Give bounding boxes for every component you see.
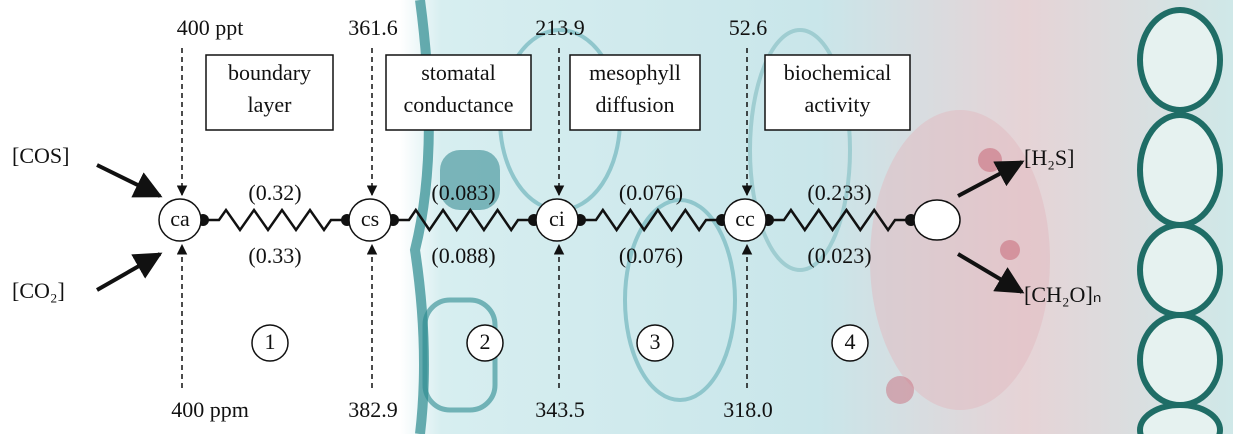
input-label: [CO₂] [12,278,65,303]
stage-box [569,54,701,131]
bottom-value: 343.5 [535,397,585,422]
output-arrow [956,252,1025,294]
resistance-bottom: (0.023) [807,243,871,268]
top-value: 361.6 [348,15,398,40]
stage-number: 1 [265,329,276,354]
resistance-top: (0.32) [248,180,301,205]
stage-number: 2 [480,329,491,354]
top-value: 52.6 [729,15,768,40]
resistor [391,207,536,233]
input-label: [COS] [12,143,69,168]
input-arrow [96,252,163,292]
stage-number: 4 [845,329,856,354]
node [535,198,579,242]
stage-box [764,54,911,131]
resistance-bottom: (0.33) [248,243,301,268]
bottom-value: 400 ppm [171,397,249,422]
output-label: [CH₂O]ₙ [1024,282,1102,307]
node-label: ca [170,206,190,231]
top-value: 213.9 [535,15,585,40]
node-label: ci [549,206,565,231]
node [158,198,202,242]
bottom-value: 318.0 [723,397,773,422]
stage-label: activity [805,92,871,117]
output-label: [H₂S] [1024,145,1074,170]
output-arrow [957,160,1025,198]
stage-circle [636,324,674,362]
resistor [578,207,724,233]
stage-label: layer [248,92,293,117]
stage-label: stomatal [421,60,496,85]
resistance-bottom: (0.076) [619,243,683,268]
resistance-top: (0.083) [431,180,495,205]
stage-circle [251,324,289,362]
stage-box [205,54,334,131]
stage-label: conductance [404,92,514,117]
stage-label: biochemical [784,60,892,85]
resistor [201,207,349,233]
stage-number: 3 [650,329,661,354]
resistor [766,207,913,233]
stage-label: boundary [228,60,311,85]
top-value: 400 ppt [177,15,244,40]
input-arrow [96,163,163,198]
bottom-value: 382.9 [348,397,398,422]
resistance-top: (0.076) [619,180,683,205]
stage-circle [466,324,504,362]
resistance-bottom: (0.088) [431,243,495,268]
stage-box [385,54,532,131]
stage-label: diffusion [595,92,674,117]
end-node [913,199,961,241]
node-label: cs [361,206,379,231]
node [723,198,767,242]
node-label: cc [735,206,755,231]
stage-circle [831,324,869,362]
resistance-top: (0.233) [807,180,871,205]
node [348,198,392,242]
stage-label: mesophyll [589,60,681,85]
